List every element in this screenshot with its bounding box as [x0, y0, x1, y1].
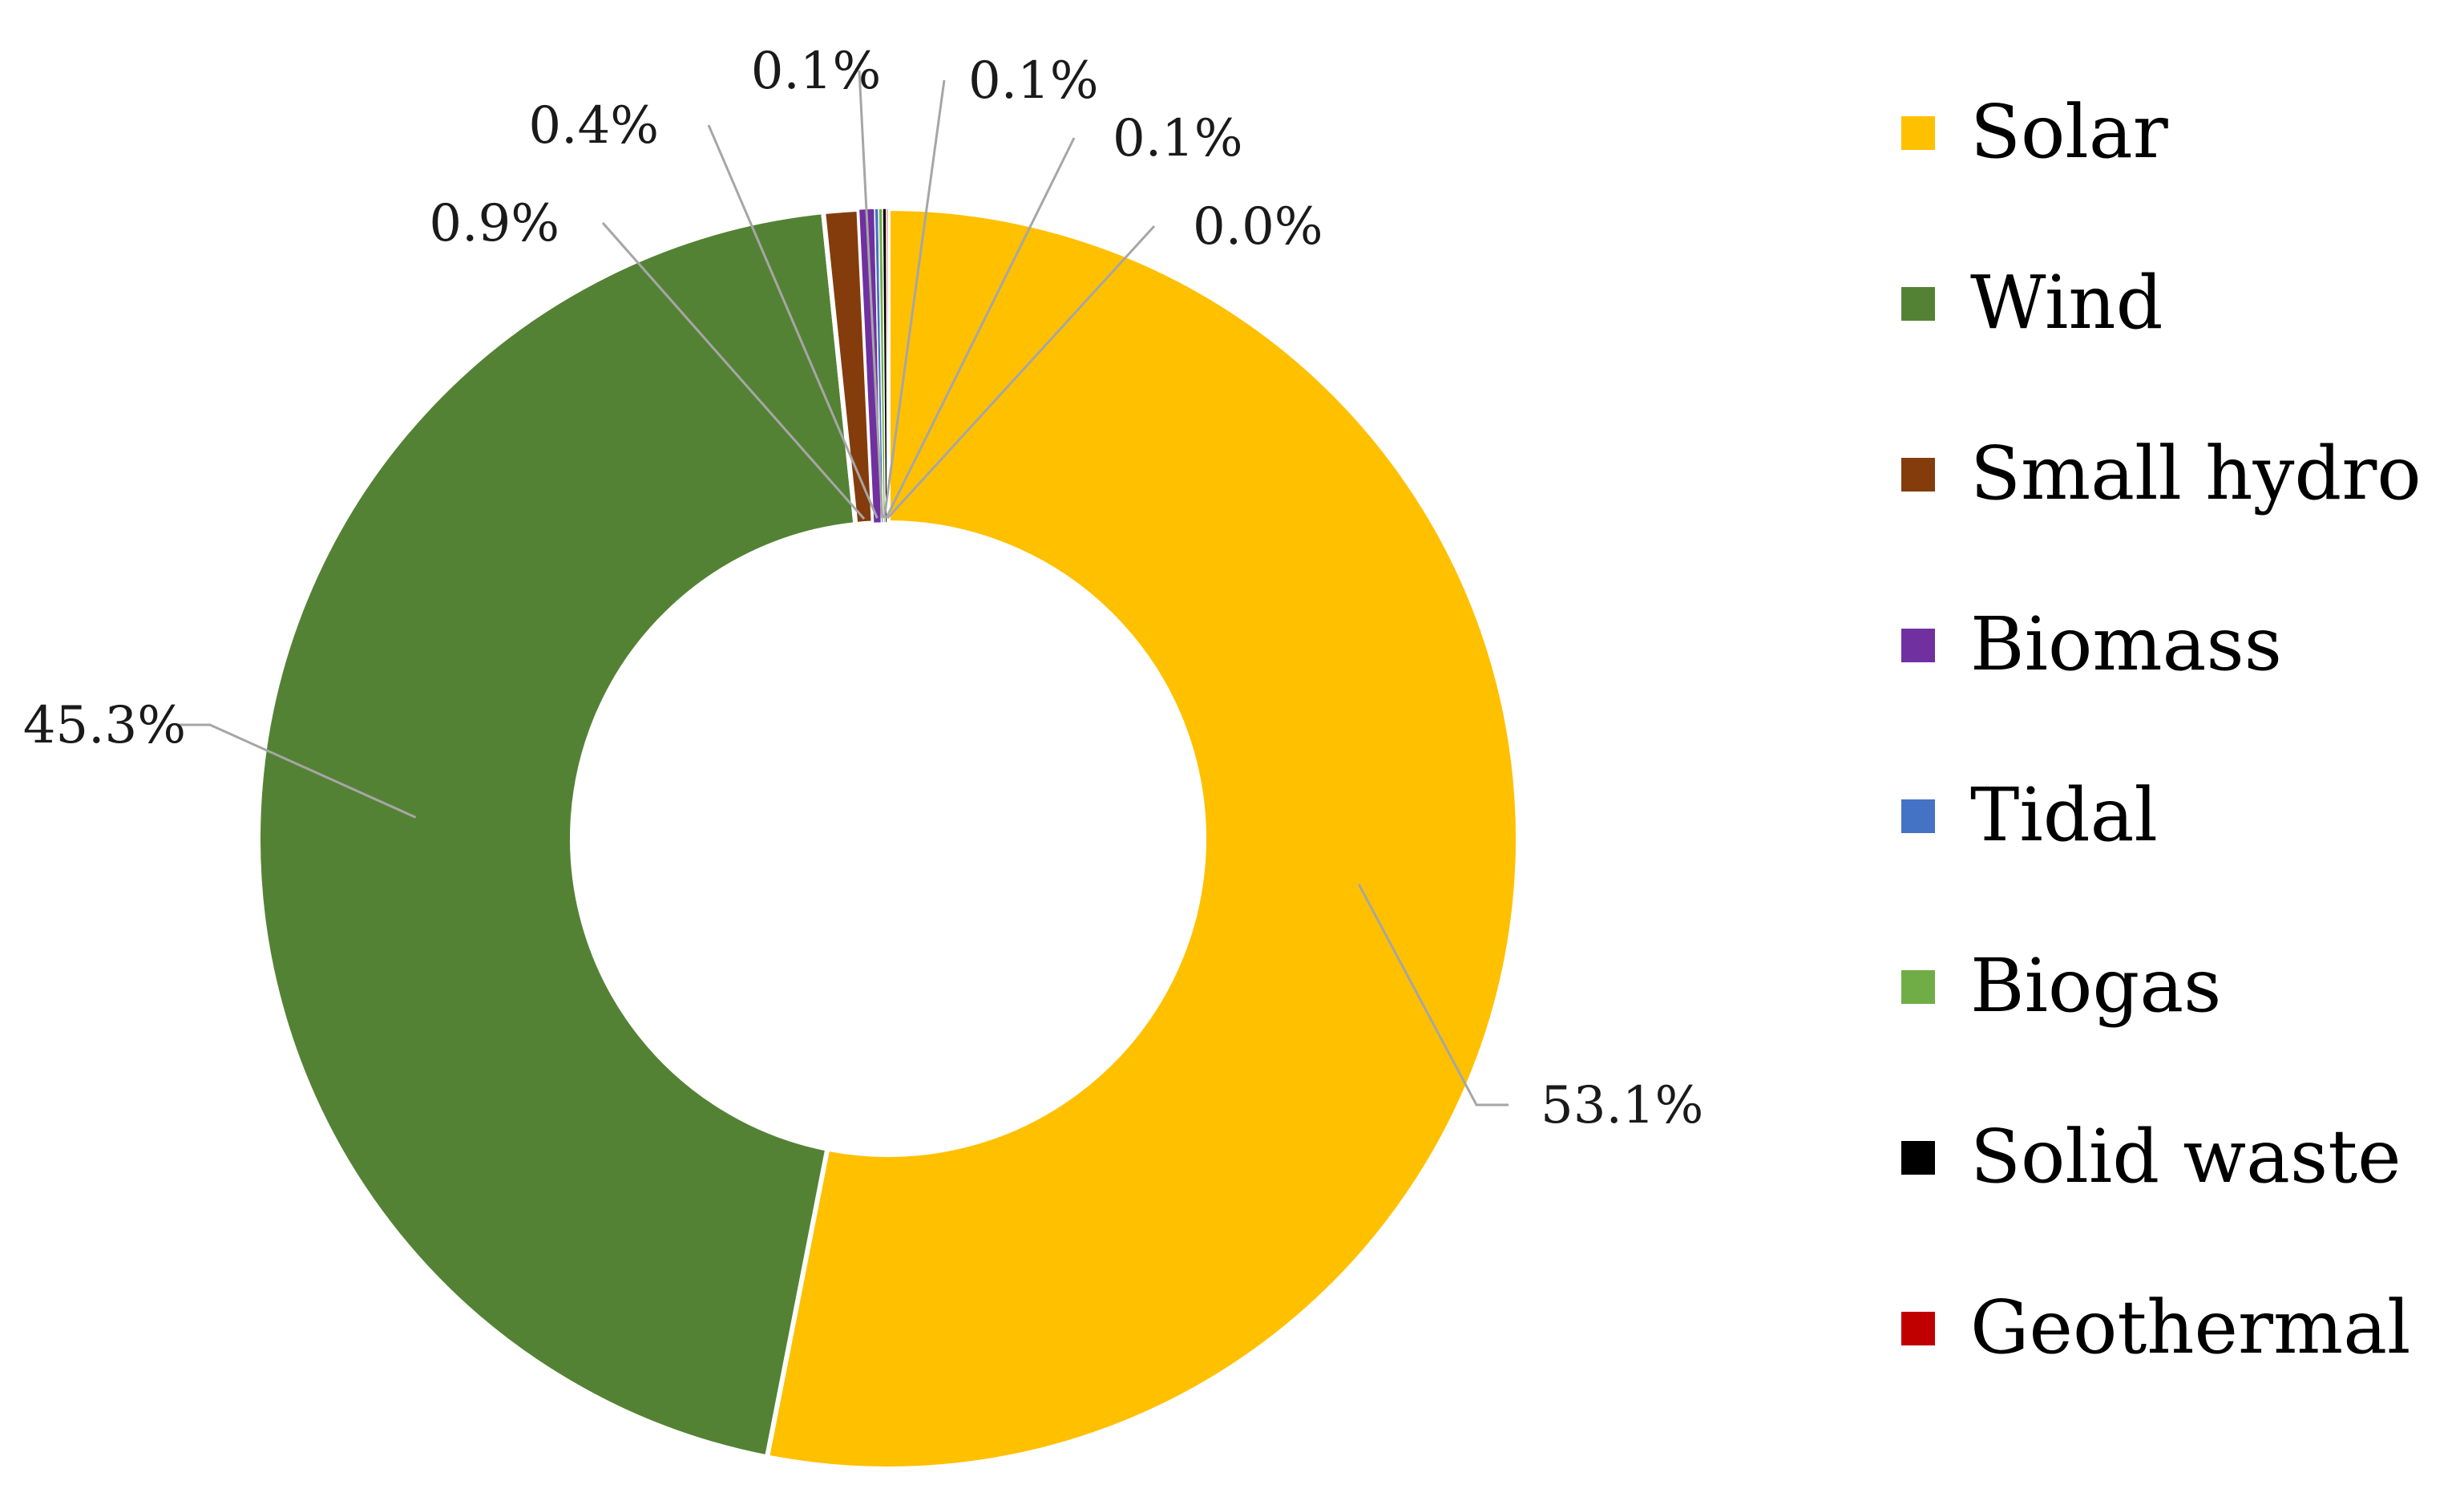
legend-swatch-tidal [1901, 799, 1935, 833]
leader-line-solid-waste [885, 137, 1076, 519]
legend-label-biogas: Biogas [1970, 943, 2221, 1029]
legend-swatch-biogas [1901, 970, 1935, 1004]
legend-label-solid-waste: Solid waste [1970, 1114, 2401, 1200]
legend: Solar Wind Small hydro Biomass Tidal Biogas So… [1901, 89, 2422, 1370]
legend-swatch-solar [1901, 116, 1935, 150]
leader-lines-group [178, 70, 1509, 1107]
data-label-tidal: 0.1% [751, 42, 882, 101]
legend-swatch-small-hydro [1901, 458, 1935, 492]
slice-wind [256, 208, 858, 1460]
legend-swatch-biomass [1901, 629, 1935, 662]
data-label-geothermal: 0.0% [1193, 197, 1323, 257]
legend-swatch-geothermal [1901, 1312, 1935, 1345]
legend-swatch-solid-waste [1901, 1141, 1935, 1175]
data-label-small-hydro: 0.9% [429, 194, 559, 253]
leader-line-biogas [883, 79, 946, 519]
legend-label-solar: Solar [1970, 89, 2168, 175]
data-label-biogas: 0.1% [968, 51, 1099, 111]
leader-line-wind [178, 723, 417, 819]
leader-line-solar [1357, 884, 1509, 1107]
slice-solar [764, 205, 1521, 1471]
slice-geothermal [886, 208, 889, 524]
data-labels-group: 53.1%45.3%0.9%0.4%0.1% 0.1%0.1%0.0% [23, 42, 1704, 1135]
legend-swatch-wind [1901, 287, 1935, 321]
legend-label-small-hydro: Small hydro [1970, 431, 2422, 516]
legend-label-geothermal: Geothermal [1970, 1285, 2410, 1370]
data-label-solid-waste: 0.1% [1113, 109, 1243, 168]
data-label-biomass: 0.4% [528, 96, 659, 156]
leader-line-small-hydro [601, 222, 866, 520]
legend-label-biomass: Biomass [1970, 601, 2282, 687]
slices-group [256, 205, 1521, 1471]
leader-line-biomass [707, 124, 879, 519]
leader-line-geothermal [887, 225, 1156, 520]
legend-label-tidal: Tidal [1970, 772, 2158, 858]
leader-line-tidal [858, 70, 884, 519]
legend-label-wind: Wind [1970, 260, 2163, 346]
data-label-wind: 45.3% [23, 696, 186, 755]
data-label-solar: 53.1% [1541, 1076, 1703, 1135]
